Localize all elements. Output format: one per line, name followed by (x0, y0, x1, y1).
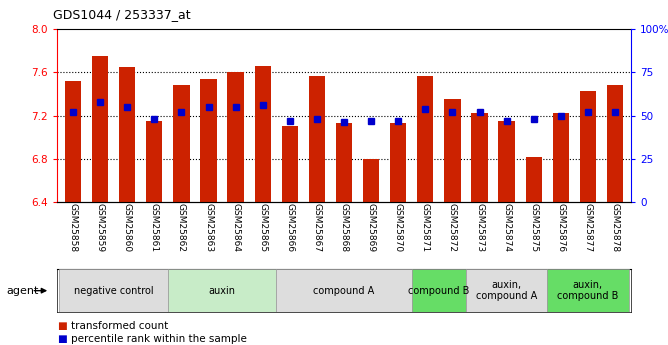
Text: ■: ■ (57, 334, 67, 344)
Text: GSM25868: GSM25868 (339, 203, 349, 252)
Text: compound B: compound B (408, 286, 470, 296)
Bar (418, 76, 434, 202)
Text: GDS1044 / 253337_at: GDS1044 / 253337_at (53, 8, 191, 21)
Bar (309, 76, 325, 202)
Bar (411, 269, 466, 312)
Bar (390, 123, 406, 202)
Text: GSM25867: GSM25867 (313, 203, 321, 252)
Bar (580, 91, 596, 202)
Text: GSM25861: GSM25861 (150, 203, 159, 252)
Text: GSM25860: GSM25860 (123, 203, 132, 252)
Text: GSM25871: GSM25871 (421, 203, 430, 252)
Text: GSM25874: GSM25874 (502, 203, 511, 252)
Bar (65, 81, 81, 202)
Text: ■: ■ (57, 321, 67, 331)
Text: GSM25869: GSM25869 (367, 203, 375, 252)
Text: GSM25877: GSM25877 (583, 203, 593, 252)
Bar (336, 123, 352, 202)
Text: GSM25875: GSM25875 (529, 203, 538, 252)
Text: GSM25878: GSM25878 (611, 203, 619, 252)
Text: auxin,
compound A: auxin, compound A (476, 280, 537, 302)
Text: GSM25872: GSM25872 (448, 203, 457, 252)
Text: negative control: negative control (74, 286, 154, 296)
Text: GSM25866: GSM25866 (285, 203, 295, 252)
Text: agent: agent (7, 286, 39, 296)
Text: percentile rank within the sample: percentile rank within the sample (71, 334, 247, 344)
Text: GSM25870: GSM25870 (393, 203, 403, 252)
Bar (146, 121, 162, 202)
Text: GSM25865: GSM25865 (259, 203, 267, 252)
Bar (200, 79, 216, 202)
Text: GSM25858: GSM25858 (69, 203, 77, 252)
Text: GSM25862: GSM25862 (177, 203, 186, 252)
Bar (282, 126, 298, 202)
Text: GSM25864: GSM25864 (231, 203, 240, 252)
Text: compound A: compound A (313, 286, 375, 296)
Text: auxin: auxin (208, 286, 236, 296)
Bar (526, 157, 542, 202)
Bar (119, 67, 136, 202)
Text: GSM25863: GSM25863 (204, 203, 213, 252)
Bar (552, 114, 569, 202)
Bar (547, 269, 629, 312)
Bar (228, 72, 244, 202)
Bar (173, 85, 190, 202)
Bar (466, 269, 547, 312)
Text: GSM25876: GSM25876 (556, 203, 565, 252)
Bar (255, 66, 271, 202)
Bar (92, 56, 108, 202)
Text: GSM25873: GSM25873 (475, 203, 484, 252)
Bar (59, 269, 168, 312)
Bar (277, 269, 411, 312)
Bar (498, 121, 515, 202)
Bar (607, 85, 623, 202)
Bar (472, 114, 488, 202)
Text: auxin,
compound B: auxin, compound B (557, 280, 619, 302)
Bar (444, 99, 460, 202)
Bar (168, 269, 277, 312)
Text: transformed count: transformed count (71, 321, 169, 331)
Bar (363, 159, 379, 202)
Text: GSM25859: GSM25859 (96, 203, 105, 252)
